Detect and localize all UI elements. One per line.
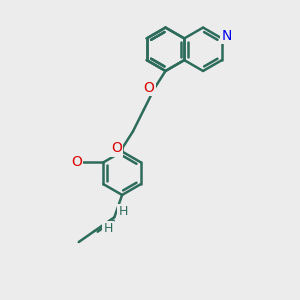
Text: O: O <box>71 155 82 169</box>
Text: O: O <box>144 81 154 95</box>
Text: H: H <box>103 222 113 235</box>
Text: N: N <box>221 29 232 43</box>
Text: H: H <box>118 205 128 218</box>
Text: O: O <box>111 142 122 155</box>
